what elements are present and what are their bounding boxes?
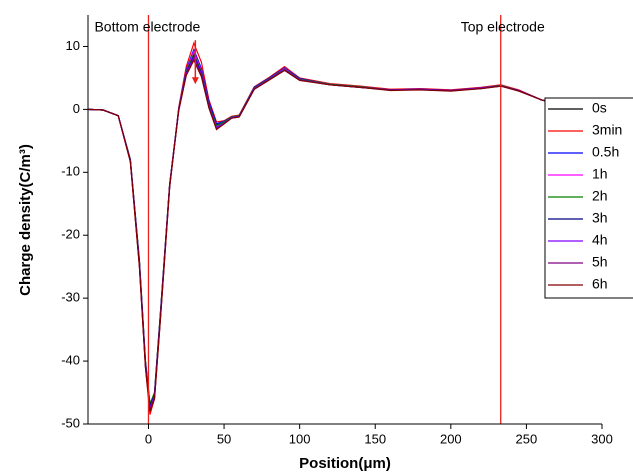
- x-tick-label: 100: [289, 431, 311, 446]
- x-tick-label: 150: [364, 431, 386, 446]
- data-line: [88, 51, 602, 406]
- data-line: [88, 52, 602, 405]
- data-line: [88, 49, 602, 406]
- x-tick-label: 0: [145, 431, 152, 446]
- y-tick-label: -50: [61, 415, 80, 430]
- y-tick-label: -30: [61, 290, 80, 305]
- arrow-head: [191, 77, 199, 85]
- data-line: [88, 47, 602, 409]
- legend-label: 4h: [592, 232, 608, 248]
- x-tick-label: 300: [591, 431, 613, 446]
- legend-label: 1h: [592, 166, 608, 182]
- legend-label: 5h: [592, 254, 608, 270]
- y-axis-title: Charge density(C/m³): [17, 144, 34, 296]
- annotation: Bottom electrode: [94, 19, 200, 35]
- legend-label: 6h: [592, 276, 608, 292]
- y-tick-label: -10: [61, 164, 80, 179]
- y-tick-label: 0: [73, 101, 80, 116]
- x-tick-label: 50: [217, 431, 231, 446]
- y-tick-label: -20: [61, 227, 80, 242]
- x-tick-label: 200: [440, 431, 462, 446]
- legend-label: 2h: [592, 188, 608, 204]
- legend-box: [544, 97, 633, 299]
- data-line: [88, 55, 602, 409]
- x-tick-label: 250: [516, 431, 538, 446]
- legend-label: 3h: [592, 210, 608, 226]
- data-line: [88, 58, 602, 412]
- legend-label: 0s: [592, 100, 607, 116]
- x-axis-title: Position(μm): [299, 455, 391, 472]
- plot-area: [88, 41, 602, 415]
- annotation: Top electrode: [461, 19, 545, 35]
- y-tick-label: 10: [66, 38, 80, 53]
- data-line: [88, 54, 602, 407]
- legend-label: 0.5h: [592, 144, 619, 160]
- data-line: [88, 57, 602, 411]
- legend-label: 3min: [592, 122, 622, 138]
- y-tick-label: -40: [61, 353, 80, 368]
- data-line: [88, 41, 602, 415]
